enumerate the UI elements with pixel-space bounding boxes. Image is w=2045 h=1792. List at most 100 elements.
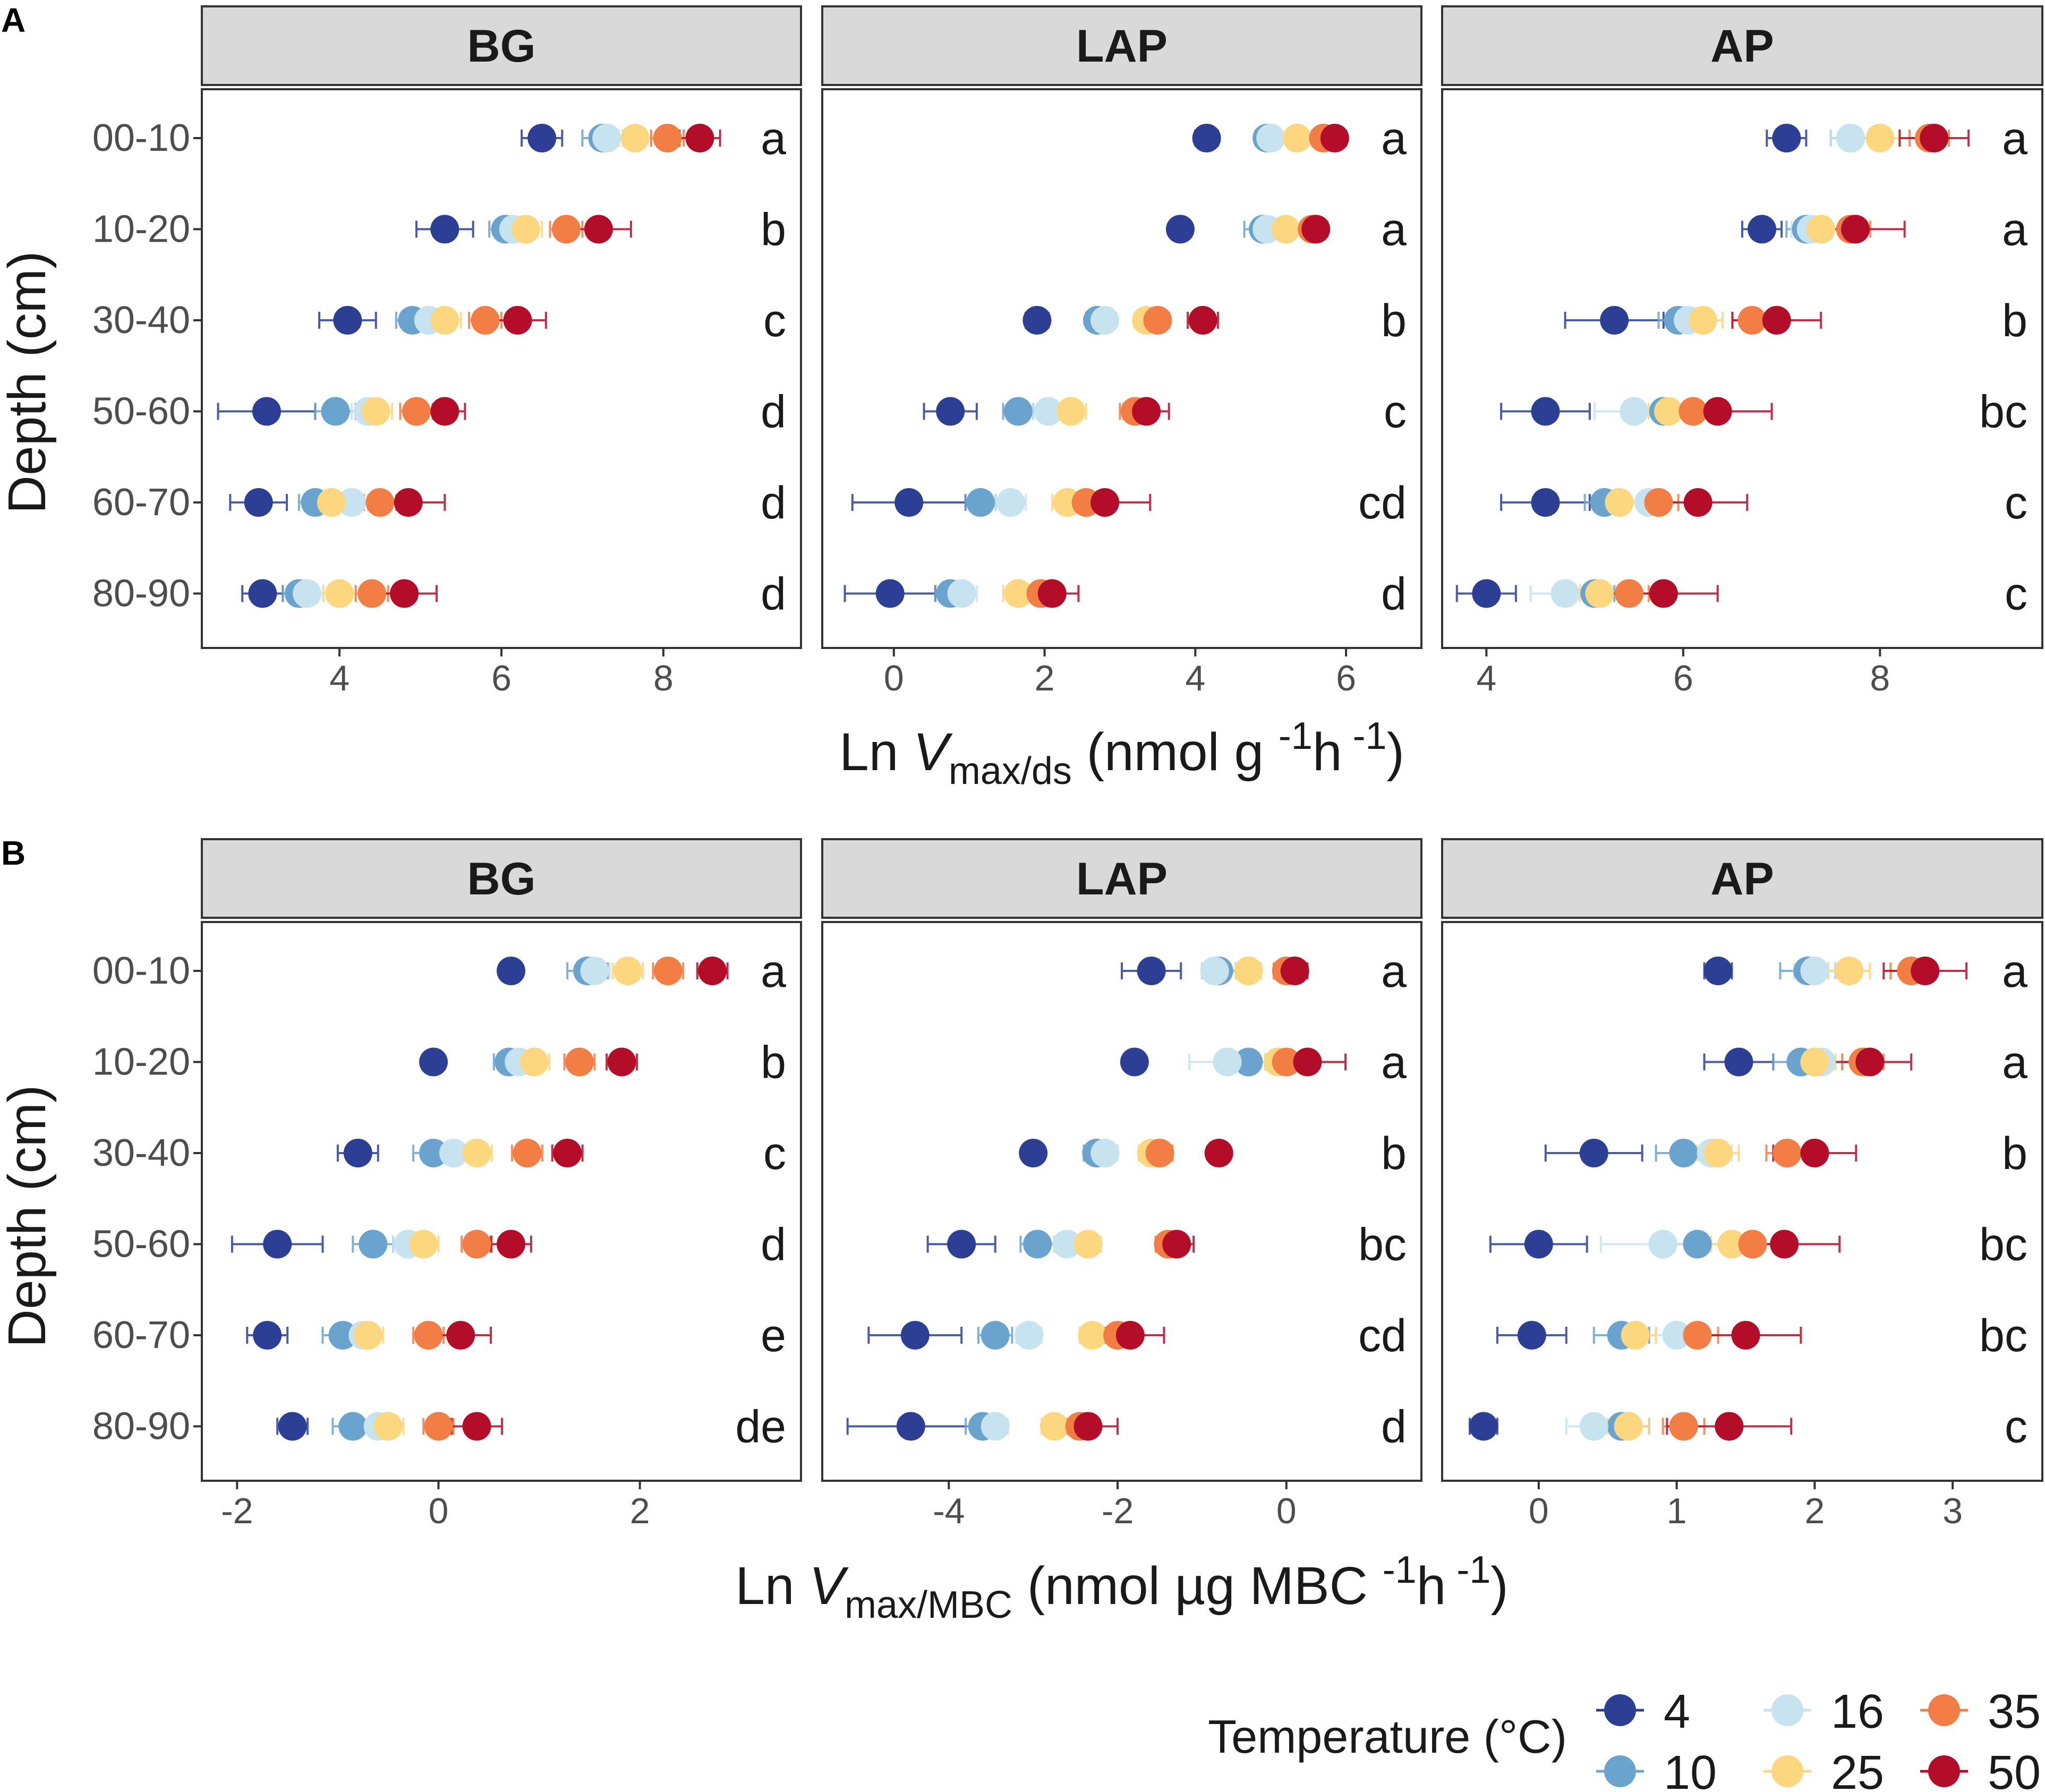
- data-point-35c: [424, 1412, 453, 1441]
- data-point-25c: [1039, 1412, 1069, 1441]
- data-point-4c: [278, 1412, 307, 1441]
- data-point-25c: [1605, 488, 1634, 517]
- data-point-16c: [337, 488, 366, 517]
- x-tick-label: 6: [1673, 658, 1693, 698]
- data-point-4c: [896, 1412, 925, 1441]
- facet-title: LAP: [1076, 854, 1168, 904]
- data-point-25c: [1056, 397, 1086, 426]
- y-tick-label: 50-60: [92, 1223, 190, 1266]
- data-point-4c: [527, 124, 557, 152]
- data-point-50c: [1037, 579, 1067, 608]
- data-point-35c: [471, 306, 500, 335]
- data-point-4c: [253, 1321, 282, 1350]
- legend-item-4c: 4: [1596, 1685, 1690, 1738]
- data-point-4c: [1724, 1047, 1753, 1077]
- data-point-16c: [1550, 579, 1580, 608]
- data-point-35c: [551, 215, 581, 244]
- facet-strip: [201, 5, 802, 86]
- significance-letter: a: [2002, 204, 2027, 255]
- data-point-50c: [1920, 124, 1949, 152]
- data-point-35c: [365, 488, 395, 517]
- data-point-16c: [1579, 1412, 1608, 1441]
- data-point-4c: [343, 1139, 372, 1167]
- data-point-4c: [1517, 1321, 1546, 1350]
- data-point-35c: [414, 1321, 443, 1350]
- data-point-50c: [1280, 957, 1309, 985]
- data-point-35c: [357, 579, 387, 608]
- data-point-4c: [263, 1230, 292, 1259]
- significance-letter: b: [1381, 295, 1407, 346]
- data-point-4c: [248, 579, 277, 608]
- significance-letter: c: [1384, 387, 1407, 438]
- plot-area: [821, 921, 1422, 1482]
- significance-letter: c: [2005, 477, 2027, 528]
- data-point-50c: [584, 215, 613, 244]
- data-point-35c: [1272, 1047, 1301, 1077]
- data-point-25c: [1585, 579, 1614, 608]
- data-point-4c: [1165, 215, 1195, 244]
- data-point-10c: [1234, 1047, 1263, 1077]
- data-point-4c: [1137, 957, 1166, 985]
- legend-key-point: [1771, 1694, 1803, 1726]
- data-point-50c: [462, 1412, 491, 1441]
- plot-area: [201, 88, 802, 649]
- significance-letter: d: [761, 1219, 786, 1270]
- data-point-16c: [947, 579, 976, 608]
- data-point-4c: [1120, 1047, 1149, 1077]
- data-point-50c: [698, 957, 727, 985]
- plot-area: [201, 921, 802, 1482]
- x-axis-title: Ln Vmax/MBC (nmol µg MBC -1h -1): [735, 1549, 1508, 1626]
- significance-letter: c: [763, 1128, 786, 1179]
- data-point-4c: [1022, 306, 1052, 335]
- facet-title: AP: [1710, 854, 1774, 904]
- y-tick-label: 80-90: [92, 1405, 190, 1448]
- significance-letter: bc: [1979, 1310, 2027, 1361]
- significance-letter: a: [761, 946, 786, 997]
- data-point-50c: [503, 306, 532, 335]
- data-point-16c: [1800, 957, 1829, 985]
- data-point-25c: [373, 1412, 403, 1441]
- data-point-50c: [394, 488, 423, 517]
- x-tick-label: 8: [653, 658, 674, 698]
- data-point-4c: [430, 215, 459, 244]
- legend-label: 10: [1664, 1746, 1717, 1792]
- data-point-50c: [1090, 488, 1120, 517]
- data-point-16c: [1213, 1047, 1242, 1077]
- data-point-35c: [1678, 397, 1708, 426]
- data-point-35c: [1737, 306, 1767, 335]
- data-point-25c: [1800, 1047, 1829, 1077]
- data-point-10c: [981, 1321, 1010, 1350]
- legend-item-10c: 10: [1596, 1746, 1717, 1792]
- data-point-35c: [1644, 488, 1673, 517]
- x-tick-label: 0: [429, 1491, 449, 1531]
- data-point-25c: [317, 488, 346, 517]
- data-point-50c: [1762, 306, 1791, 335]
- data-point-25c: [1234, 957, 1263, 985]
- significance-letter: a: [1381, 1037, 1407, 1088]
- data-point-50c: [1320, 124, 1349, 152]
- data-point-25c: [1703, 1139, 1733, 1167]
- data-point-16c: [1052, 1230, 1081, 1259]
- facet-title: BG: [467, 854, 536, 904]
- facet-strip: [201, 838, 802, 919]
- data-point-4c: [333, 306, 362, 335]
- data-point-16c: [1662, 1321, 1691, 1350]
- data-point-16c: [580, 957, 609, 985]
- panel-a: A Depth (cm) 00-10 10-20 30-40 50-60 60-70 80-9…: [0, 1, 2043, 792]
- data-point-16c: [293, 579, 322, 608]
- panel-tag-b: B: [1, 834, 25, 872]
- data-point-4c: [1531, 488, 1560, 517]
- data-point-16c: [1090, 1139, 1120, 1167]
- data-point-4c: [1524, 1230, 1553, 1259]
- data-point-25c: [430, 306, 459, 335]
- y-axis-title: Depth (cm): [0, 251, 57, 514]
- x-tick-label: 6: [491, 658, 512, 698]
- data-point-25c: [620, 124, 650, 152]
- x-tick-label: 0: [884, 658, 904, 698]
- legend-label: 35: [1988, 1685, 2041, 1738]
- data-point-4c: [1192, 124, 1221, 152]
